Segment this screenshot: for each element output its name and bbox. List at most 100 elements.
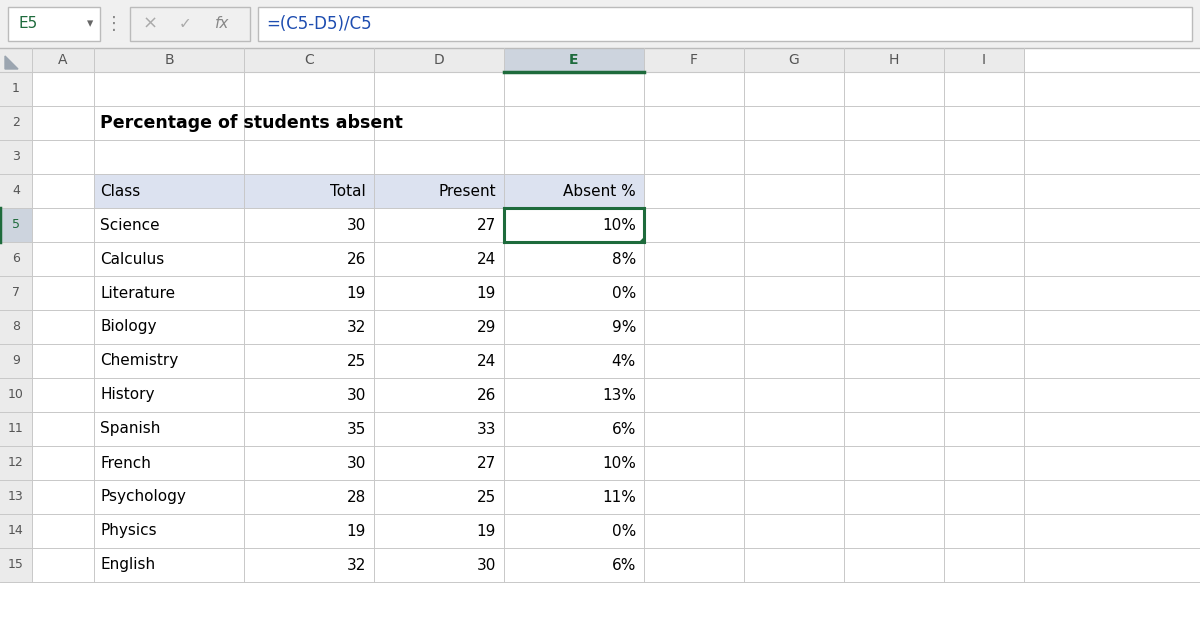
- Bar: [0, 480, 32, 514]
- Bar: [644, 514, 744, 548]
- Bar: [944, 344, 1024, 378]
- Text: 10: 10: [8, 389, 24, 401]
- Bar: [32, 446, 94, 480]
- Bar: [32, 276, 94, 310]
- Text: 1: 1: [12, 83, 20, 96]
- Bar: [374, 548, 504, 582]
- Bar: [944, 446, 1024, 480]
- Bar: [94, 480, 244, 514]
- Bar: [844, 412, 944, 446]
- Bar: [374, 48, 504, 72]
- Text: ▾: ▾: [86, 18, 94, 30]
- Bar: [374, 140, 504, 174]
- Bar: [94, 310, 244, 344]
- Bar: [844, 208, 944, 242]
- Text: Science: Science: [100, 217, 160, 232]
- Bar: [504, 140, 644, 174]
- Text: 27: 27: [476, 217, 496, 232]
- Bar: [844, 548, 944, 582]
- Text: ✓: ✓: [179, 16, 191, 32]
- Bar: [844, 446, 944, 480]
- Bar: [32, 72, 94, 106]
- Bar: [244, 378, 374, 412]
- Bar: [944, 242, 1024, 276]
- Bar: [244, 174, 374, 208]
- Text: 8: 8: [12, 321, 20, 333]
- Text: 8%: 8%: [612, 251, 636, 266]
- Text: 33: 33: [476, 421, 496, 437]
- Bar: [844, 310, 944, 344]
- Bar: [374, 276, 504, 310]
- Bar: [244, 140, 374, 174]
- Bar: [0, 446, 32, 480]
- Bar: [32, 174, 94, 208]
- Bar: [644, 378, 744, 412]
- Text: fx: fx: [215, 16, 229, 32]
- Text: 14: 14: [8, 525, 24, 537]
- Bar: [944, 106, 1024, 140]
- Bar: [744, 106, 844, 140]
- Text: H: H: [889, 53, 899, 67]
- Bar: [244, 48, 374, 72]
- Bar: [94, 412, 244, 446]
- Bar: [744, 310, 844, 344]
- Bar: [374, 412, 504, 446]
- Text: 4: 4: [12, 185, 20, 197]
- Bar: [844, 378, 944, 412]
- Text: Physics: Physics: [100, 524, 157, 539]
- Bar: [744, 480, 844, 514]
- Bar: [374, 344, 504, 378]
- Bar: [504, 276, 644, 310]
- Bar: [744, 208, 844, 242]
- Bar: [0, 514, 32, 548]
- Bar: [244, 412, 374, 446]
- Text: Total: Total: [330, 183, 366, 198]
- Bar: [644, 242, 744, 276]
- Bar: [0, 0, 1200, 48]
- Bar: [744, 242, 844, 276]
- Bar: [0, 48, 32, 72]
- Bar: [374, 72, 504, 106]
- Bar: [844, 174, 944, 208]
- Bar: [32, 242, 94, 276]
- Bar: [744, 446, 844, 480]
- Bar: [0, 548, 32, 582]
- Bar: [844, 276, 944, 310]
- Bar: [94, 276, 244, 310]
- Bar: [504, 174, 644, 208]
- Bar: [32, 344, 94, 378]
- Bar: [0, 378, 32, 412]
- Bar: [244, 446, 374, 480]
- Bar: [744, 48, 844, 72]
- Text: 27: 27: [476, 455, 496, 471]
- Bar: [374, 514, 504, 548]
- Bar: [944, 208, 1024, 242]
- Text: History: History: [100, 387, 155, 403]
- Bar: [94, 548, 244, 582]
- Bar: [32, 208, 94, 242]
- Bar: [0, 412, 32, 446]
- Bar: [94, 48, 244, 72]
- Text: 28: 28: [347, 490, 366, 505]
- Text: Calculus: Calculus: [100, 251, 164, 266]
- Text: 11%: 11%: [602, 490, 636, 505]
- Bar: [644, 412, 744, 446]
- Text: 0%: 0%: [612, 285, 636, 301]
- Bar: [374, 242, 504, 276]
- Bar: [644, 106, 744, 140]
- Bar: [644, 446, 744, 480]
- Bar: [944, 276, 1024, 310]
- Bar: [844, 344, 944, 378]
- Text: D: D: [433, 53, 444, 67]
- Text: 32: 32: [347, 558, 366, 573]
- Bar: [244, 72, 374, 106]
- Bar: [130, 7, 250, 41]
- Text: 30: 30: [476, 558, 496, 573]
- Text: 9%: 9%: [612, 319, 636, 335]
- Bar: [0, 242, 32, 276]
- Text: E: E: [569, 53, 578, 67]
- Bar: [844, 48, 944, 72]
- Bar: [244, 242, 374, 276]
- Bar: [94, 514, 244, 548]
- Bar: [32, 514, 94, 548]
